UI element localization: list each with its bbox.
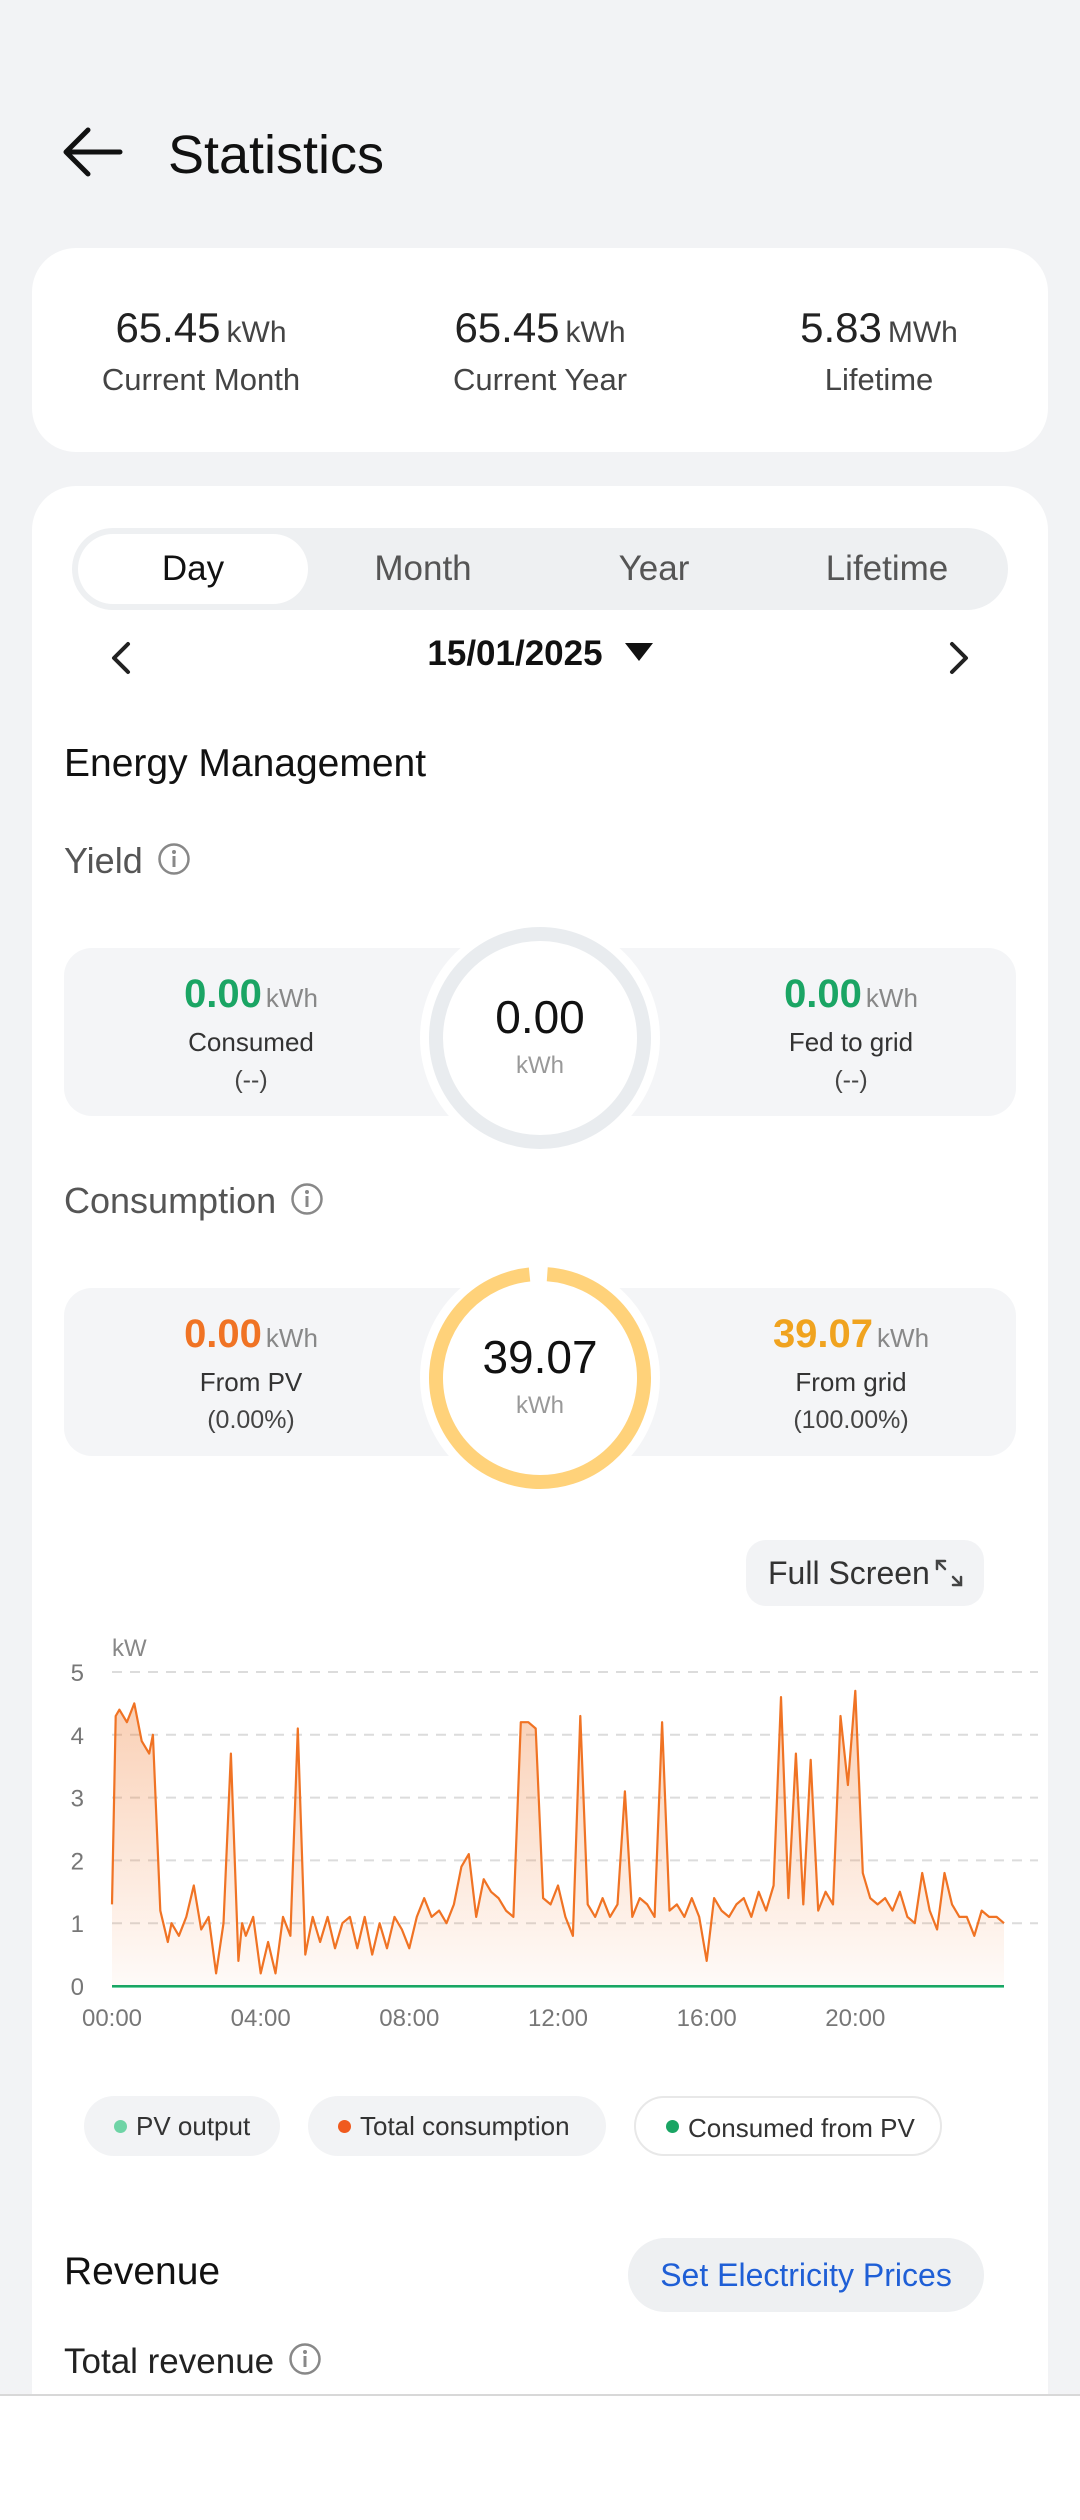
x-tick-label: 04:00 — [231, 2005, 291, 2032]
y-tick-label: 3 — [71, 1786, 84, 1813]
yield-title: Yield — [64, 840, 191, 882]
total-consumption-area — [112, 1690, 1004, 1986]
summary-lifetime: 5.83 MWh Lifetime — [800, 304, 958, 397]
statistics-card: Day Month Year Lifetime 15/01/2025 Energ… — [32, 486, 1048, 2520]
tab-day[interactable]: Day — [78, 534, 308, 604]
bottom-bar — [0, 2394, 1080, 2520]
full-screen-button[interactable]: Full Screen — [746, 1540, 984, 1606]
total-revenue-label: Total revenue — [64, 2342, 322, 2382]
expand-icon — [935, 1559, 963, 1587]
y-tick-label: 4 — [71, 1723, 84, 1750]
revenue-title: Revenue — [64, 2250, 221, 2293]
legend-dot — [338, 2120, 351, 2133]
y-axis-label: kW — [112, 1636, 147, 1662]
x-tick-label: 16:00 — [677, 2005, 737, 2032]
y-tick-label: 0 — [71, 1974, 84, 2001]
yield-ring: 0.00 kWh — [418, 916, 662, 1160]
tab-lifetime[interactable]: Lifetime — [825, 549, 949, 588]
period-tabs: Day Month Year Lifetime — [72, 528, 1008, 610]
info-icon[interactable] — [157, 842, 191, 876]
legend-dot — [666, 2120, 679, 2133]
y-tick-label: 5 — [71, 1660, 84, 1687]
caret-down-icon — [624, 643, 653, 661]
set-electricity-prices-button[interactable]: Set Electricity Prices — [628, 2238, 984, 2312]
consumption-ring-graphic — [420, 1258, 660, 1498]
consumption-from-grid: 39.07 kWh From grid (100.00%) — [772, 1312, 930, 1434]
legend-consumed-from-pv[interactable]: Consumed from PV — [634, 2096, 942, 2156]
energy-management-title: Energy Management — [64, 742, 427, 785]
consumption-ring-arc — [429, 1267, 651, 1489]
power-chart: 0 1 2 3 4 5 kW 00:00 04:00 08:00 12:00 16:00 20:00 — [71, 1636, 1038, 2032]
yield-consumed: 0.00 kWh Consumed (--) — [184, 972, 318, 1094]
x-tick-label: 00:00 — [82, 2005, 142, 2032]
summary-current-year: 65.45 kWh Current Year — [452, 304, 628, 397]
back-arrow-icon[interactable] — [58, 122, 128, 182]
date-selector: 15/01/2025 — [32, 626, 1048, 686]
x-tick-label: 08:00 — [379, 2005, 439, 2032]
y-tick-label: 2 — [71, 1848, 84, 1875]
app-header: Statistics — [0, 100, 1080, 210]
y-tick-label: 1 — [71, 1911, 84, 1938]
yield-fed-to-grid: 0.00 kWh Fed to grid (--) — [784, 972, 918, 1094]
chevron-right-icon[interactable] — [936, 636, 980, 680]
total-consumption-line — [110, 1689, 1005, 1975]
consumption-from-pv: 0.00 kWh From PV (0.00%) — [184, 1312, 318, 1434]
x-tick-label: 20:00 — [825, 2005, 885, 2032]
legend-dot — [114, 2120, 127, 2133]
consumption-ring: 39.07 kWh — [418, 1256, 662, 1500]
info-icon[interactable] — [288, 2342, 322, 2376]
legend-total-consumption[interactable]: Total consumption — [308, 2096, 606, 2156]
page-title: Statistics — [168, 125, 385, 185]
info-icon[interactable] — [290, 1182, 324, 1216]
x-tick-label: 12:00 — [528, 2005, 588, 2032]
summary-current-month: 65.45 kWh Current Month — [101, 304, 301, 397]
yield-ring-graphic — [420, 918, 660, 1158]
summary-card: 65.45 kWh Current Month 65.45 kWh Current … — [32, 248, 1048, 452]
consumption-title: Consumption — [64, 1180, 324, 1222]
legend-pv-output[interactable]: PV output — [84, 2096, 280, 2156]
tab-month[interactable]: Month — [374, 549, 472, 588]
tab-year[interactable]: Year — [618, 549, 690, 588]
chevron-left-icon[interactable] — [100, 636, 144, 680]
date-picker[interactable]: 15/01/2025 — [32, 634, 1048, 674]
